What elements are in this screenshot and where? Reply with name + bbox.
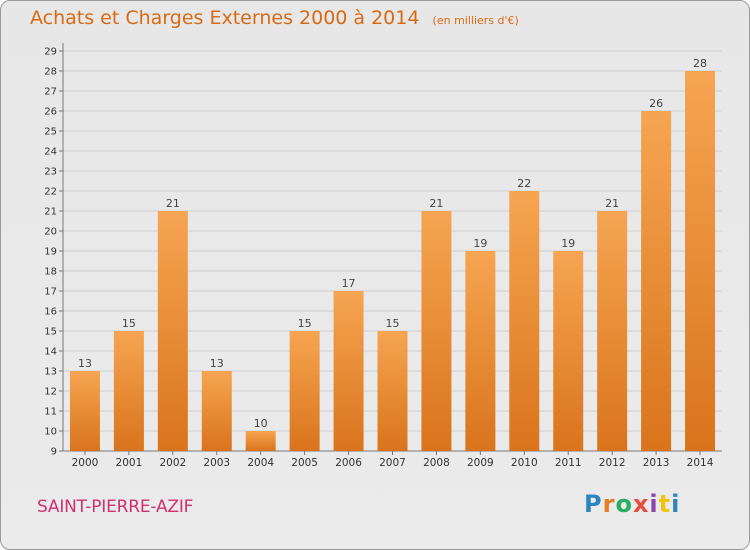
y-tick-label: 24 <box>44 147 57 158</box>
bar <box>69 371 100 451</box>
x-tick-labels: 2000 2001 2002 2003 2004 2005 2006 2007 2008 2009… <box>72 451 714 469</box>
bar <box>553 251 584 451</box>
logo-letter: P <box>584 490 603 518</box>
x-tick-label: 2012 <box>599 457 626 469</box>
data-label: 19 <box>473 237 487 250</box>
data-label: 15 <box>122 317 136 330</box>
bar <box>201 371 232 451</box>
data-label: 21 <box>605 197 619 210</box>
y-tick-label: 22 <box>44 187 57 198</box>
y-tick-label: 12 <box>44 387 57 398</box>
proxiti-logo[interactable]: Proxiti <box>584 490 680 518</box>
x-tick-label: 2010 <box>511 457 538 469</box>
x-tick-label: 2013 <box>643 457 670 469</box>
bar <box>245 431 276 451</box>
y-tick-label: 26 <box>44 107 57 118</box>
y-tick-label: 11 <box>44 407 57 418</box>
data-label: 21 <box>429 197 443 210</box>
y-tick-label: 25 <box>44 127 57 138</box>
bar <box>289 331 320 451</box>
y-tick-label: 17 <box>44 287 57 298</box>
data-labels: 13 15 21 13 10 15 17 15 21 19 22 19 21 26 28 <box>78 57 707 430</box>
x-tick-label: 2004 <box>247 457 274 469</box>
y-tick-label: 15 <box>44 327 57 338</box>
data-label: 21 <box>166 197 180 210</box>
y-tick-label: 27 <box>44 87 57 98</box>
data-label: 19 <box>561 237 575 250</box>
x-tick-label: 2008 <box>423 457 450 469</box>
logo-letter: t <box>658 490 672 518</box>
data-label: 13 <box>78 357 92 370</box>
logo-letter: r <box>602 490 616 518</box>
y-tick-label: 13 <box>44 367 57 378</box>
data-label: 17 <box>342 277 356 290</box>
bars <box>69 71 716 451</box>
x-tick-label: 2005 <box>291 457 318 469</box>
x-tick-label: 2006 <box>335 457 362 469</box>
x-tick-label: 2001 <box>116 457 143 469</box>
x-tick-label: 2009 <box>467 457 494 469</box>
y-tick-label: 29 <box>44 47 57 58</box>
bar <box>113 331 144 451</box>
y-tick-label: 10 <box>44 427 57 438</box>
y-tick-label: 23 <box>44 167 57 178</box>
y-tick-label: 9 <box>51 447 57 458</box>
bar <box>333 291 364 451</box>
y-tick-label: 18 <box>44 267 57 278</box>
x-tick-label: 2014 <box>687 457 714 469</box>
data-label: 28 <box>693 57 707 70</box>
logo-letter: i <box>649 490 659 518</box>
bar <box>157 211 188 451</box>
y-tick-label: 14 <box>44 347 57 358</box>
y-tick-label: 28 <box>44 67 57 78</box>
y-tick-label: 21 <box>44 207 57 218</box>
bar <box>597 211 628 451</box>
y-tick-label: 20 <box>44 227 57 238</box>
y-tick-label: 19 <box>44 247 57 258</box>
logo-letter: i <box>671 490 681 518</box>
data-label: 26 <box>649 97 663 110</box>
bar <box>465 251 496 451</box>
x-tick-label: 2002 <box>159 457 186 469</box>
chart-title-row: Achats et Charges Externes 2000 à 2014 (… <box>30 7 519 29</box>
x-tick-label: 2000 <box>72 457 99 469</box>
data-label: 10 <box>254 417 268 430</box>
chart-unit: (en milliers d'€) <box>432 14 519 27</box>
data-label: 15 <box>298 317 312 330</box>
x-tick-label: 2003 <box>203 457 230 469</box>
data-label: 15 <box>386 317 400 330</box>
bar <box>685 71 716 451</box>
data-label: 13 <box>210 357 224 370</box>
y-tick-label: 16 <box>44 307 57 318</box>
data-label: 22 <box>517 177 531 190</box>
logo-letter: x <box>632 490 650 518</box>
x-tick-label: 2007 <box>379 457 406 469</box>
chart-title: Achats et Charges Externes 2000 à 2014 <box>30 7 420 29</box>
y-tick-labels: 9 10 11 12 13 14 15 16 17 18 19 20 21 22 23 24 25 26 27 28 2… <box>44 47 57 458</box>
bar <box>509 191 540 451</box>
bar <box>421 211 452 451</box>
bar <box>377 331 408 451</box>
logo-letter: o <box>615 490 633 518</box>
commune-name: SAINT-PIERRE-AZIF <box>37 497 194 517</box>
bar <box>641 111 672 451</box>
x-tick-label: 2011 <box>555 457 582 469</box>
